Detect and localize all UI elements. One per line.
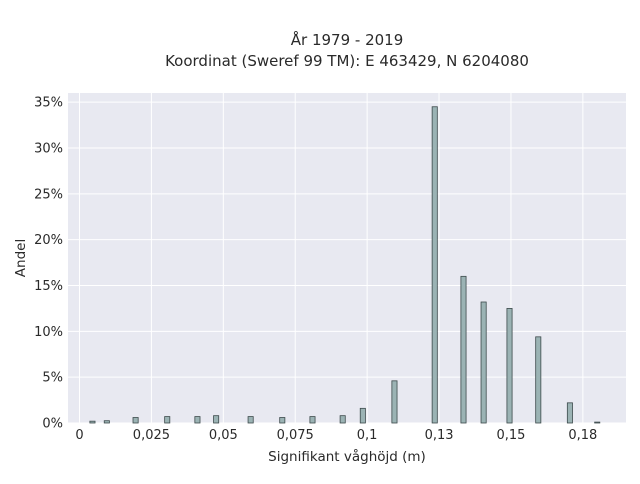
x-tick-label: 0,1 xyxy=(357,428,378,443)
x-tick-label: 0 xyxy=(75,428,83,443)
histogram-bar xyxy=(164,416,171,424)
x-tick-labels: 0 0,025 0,05 0,075 0,1 0,13 0,15 0,18 xyxy=(75,428,597,443)
y-tick-label: 10% xyxy=(34,325,63,340)
y-tick-label: 0% xyxy=(42,417,63,432)
x-tick-label: 0,13 xyxy=(425,428,454,443)
histogram-bar xyxy=(213,415,220,424)
histogram-bar xyxy=(460,275,467,424)
histogram-bar xyxy=(431,106,438,424)
histogram-bar xyxy=(535,336,542,424)
chart-title-line-1: År 1979 - 2019 xyxy=(291,30,404,49)
y-tick-label: 25% xyxy=(34,187,63,202)
y-tick-label: 35% xyxy=(34,96,63,111)
histogram-bar xyxy=(566,402,573,424)
x-tick-label: 0,15 xyxy=(496,428,525,443)
histogram-bar xyxy=(594,421,601,424)
chart-title-line-2: Koordinat (Sweref 99 TM): E 463429, N 62… xyxy=(165,52,529,70)
histogram-bar xyxy=(506,308,513,424)
bars xyxy=(89,106,601,424)
x-tick-label: 0,05 xyxy=(209,428,238,443)
histogram-bar xyxy=(309,416,316,424)
y-tick-labels: 0% 5% 10% 15% 20% 25% 30% 35% xyxy=(34,96,63,432)
x-tick-label: 0,075 xyxy=(277,428,314,443)
histogram-bar xyxy=(480,301,487,424)
histogram-bar xyxy=(89,420,96,424)
histogram-bar xyxy=(247,416,254,424)
histogram-bar xyxy=(132,417,139,424)
histogram-bar xyxy=(279,417,286,424)
histogram-bar xyxy=(359,407,366,424)
x-axis-title: Signifikant våghöjd (m) xyxy=(268,448,426,465)
y-tick-label: 5% xyxy=(42,371,63,386)
x-tick-label: 0,025 xyxy=(133,428,170,443)
histogram-bar xyxy=(194,416,201,424)
histogram-bar xyxy=(103,420,110,424)
histogram-bar xyxy=(339,415,346,424)
histogram-bar xyxy=(391,380,398,424)
y-axis-title: Andel xyxy=(13,239,29,277)
y-tick-label: 20% xyxy=(34,233,63,248)
x-tick-label: 0,18 xyxy=(568,428,597,443)
y-tick-label: 30% xyxy=(34,142,63,157)
y-tick-label: 15% xyxy=(34,279,63,294)
grid-lines xyxy=(68,93,626,424)
